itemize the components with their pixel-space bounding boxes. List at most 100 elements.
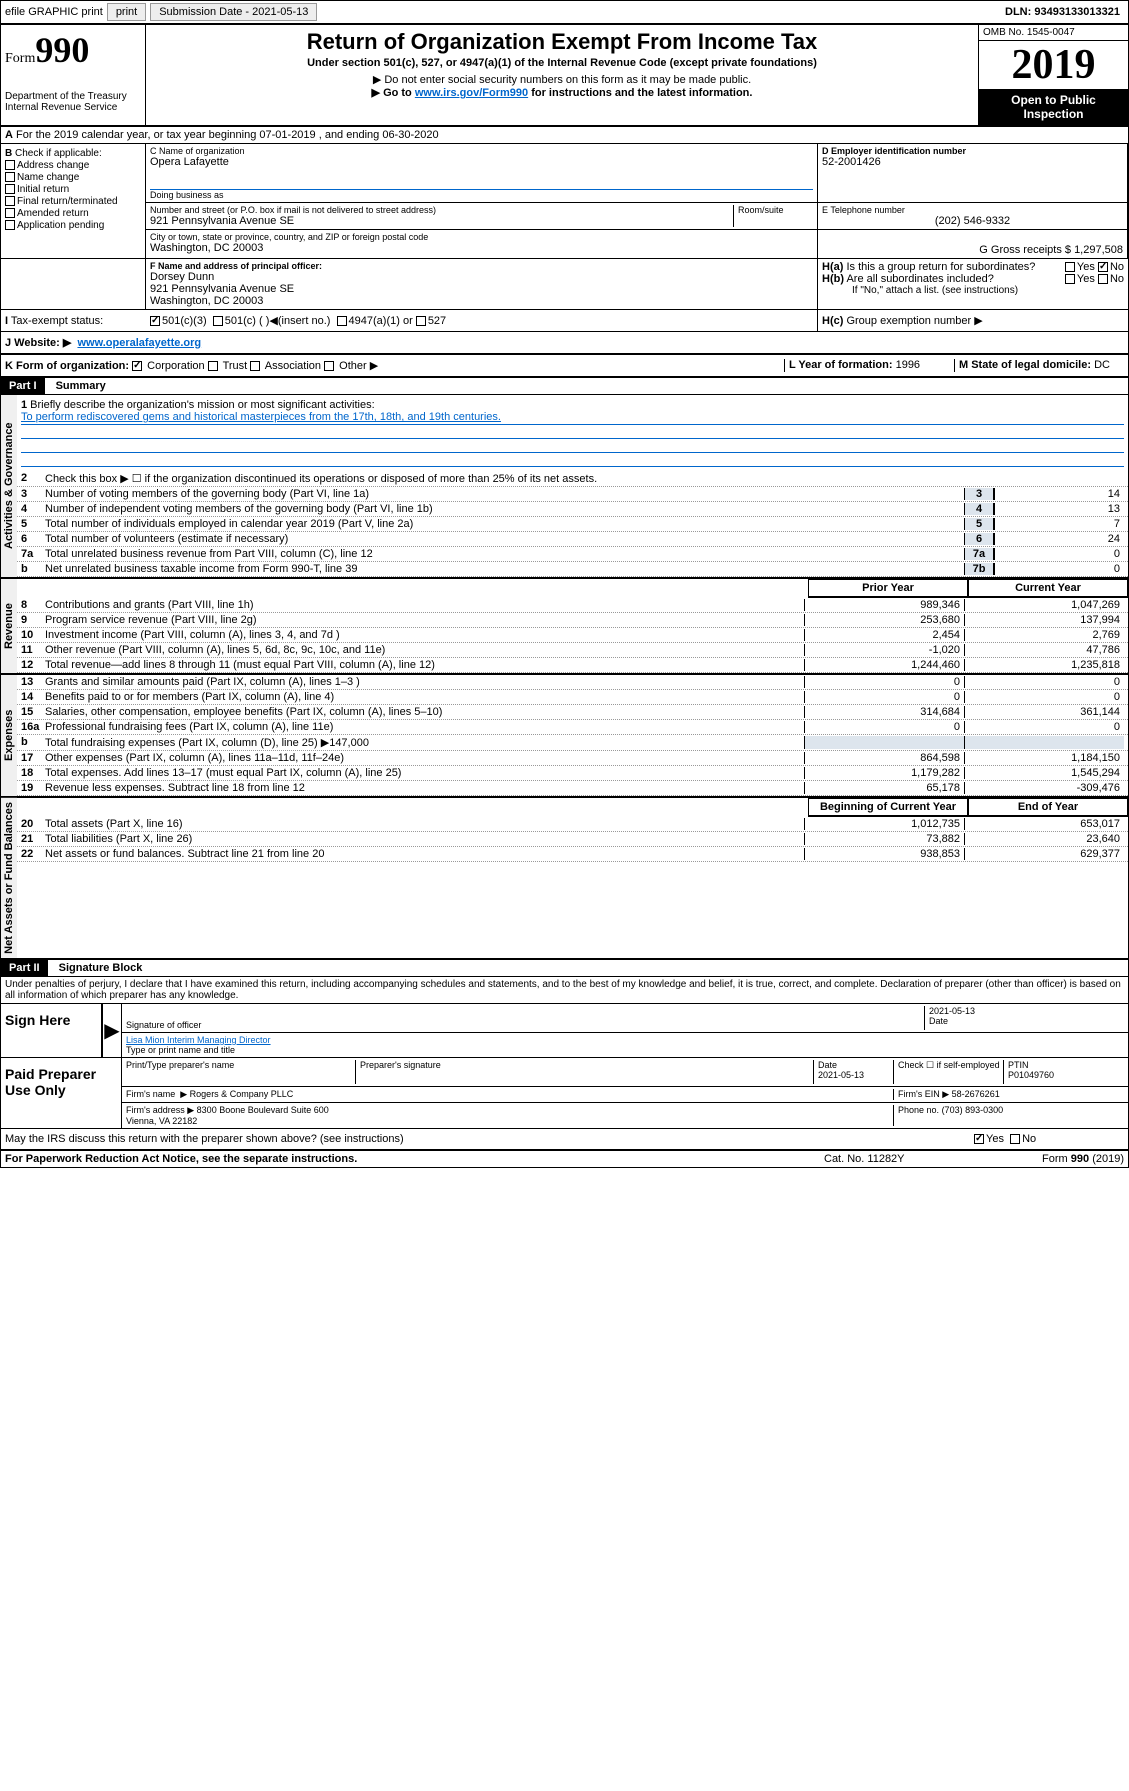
footer-catno: Cat. No. 11282Y [824,1153,974,1165]
warn-goto: ▶ Go to www.irs.gov/Form990 for instruct… [154,86,970,99]
check-amended[interactable]: Amended return [5,208,141,219]
column-header-row: Prior YearCurrent Year [17,579,1128,598]
summary-line: 17Other expenses (Part IX, column (A), l… [17,751,1128,766]
check-501c3[interactable] [150,316,160,326]
summary-line: 10Investment income (Part VIII, column (… [17,628,1128,643]
phone-label: E Telephone number [822,205,1123,215]
ein-label: D Employer identification number [822,146,1123,156]
discuss-yes[interactable] [974,1134,984,1144]
officer-signature-field[interactable]: Signature of officer [126,1006,924,1030]
check-association[interactable] [250,361,260,371]
preparer-name-field[interactable]: Print/Type preparer's name [126,1060,356,1084]
dln-label: DLN: 93493133013321 [1005,6,1120,18]
check-501c[interactable] [213,316,223,326]
ptin: PTINP01049760 [1004,1060,1124,1084]
gross-receipts-value: 1,297,508 [1074,244,1123,256]
check-corporation[interactable] [132,361,142,371]
dept-treasury: Department of the Treasury Internal Reve… [5,91,141,113]
sign-here-section: Sign Here ▶ Signature of officer 2021-05… [1,1004,1128,1058]
summary-line: 11Other revenue (Part VIII, column (A), … [17,643,1128,658]
summary-line: 3Number of voting members of the governi… [17,487,1128,502]
group-label: Net Assets or Fund Balances [1,798,17,958]
form-header: Form990 Department of the Treasury Inter… [1,25,1128,127]
part-2-header: Part II [1,960,48,976]
section-b-checkboxes: B Check if applicable: Address change Na… [1,144,146,258]
submission-date-button[interactable]: Submission Date - 2021-05-13 [150,3,317,21]
firm-address: Firm's address ▶ 8300 Boone Boulevard Su… [126,1105,894,1126]
form-title: Return of Organization Exempt From Incom… [154,29,970,55]
self-employed-check[interactable]: Check ☐ if self-employed [894,1060,1004,1084]
website-row: J Website: ▶ www.operalafayette.org [1,332,1128,355]
section-m: M State of legal domicile: DC [954,359,1124,372]
summary-line: 19Revenue less expenses. Subtract line 1… [17,781,1128,796]
summary-line: bTotal fundraising expenses (Part IX, co… [17,735,1128,751]
address-label: Number and street (or P.O. box if mail i… [150,205,733,215]
h-b-subordinates: H(b) Are all subordinates included? Yes … [822,273,1124,285]
sections-b-through-h: B Check if applicable: Address change Na… [1,144,1128,259]
paid-preparer-section: Paid Preparer Use Only Print/Type prepar… [1,1058,1128,1129]
check-4947[interactable] [337,316,347,326]
check-initial-return[interactable]: Initial return [5,184,141,195]
summary-group: Net Assets or Fund BalancesBeginning of … [1,798,1128,960]
discuss-no[interactable] [1010,1134,1020,1144]
omb-number: OMB No. 1545-0047 [979,25,1128,41]
summary-group: RevenuePrior YearCurrent Year8Contributi… [1,579,1128,675]
summary-group: Activities & Governance1 Briefly describ… [1,395,1128,579]
sign-here-label: Sign Here [1,1004,101,1057]
paid-preparer-label: Paid Preparer Use Only [1,1058,121,1128]
summary-line: 2Check this box ▶ ☐ if the organization … [17,471,1128,487]
part-2-title: Signature Block [51,960,151,976]
summary-group: Expenses13Grants and similar amounts pai… [1,675,1128,798]
check-name-change[interactable]: Name change [5,172,141,183]
part-1-bar: Part I Summary [1,378,1128,395]
check-527[interactable] [416,316,426,326]
officer-label: F Name and address of principal officer: [150,261,322,271]
summary-line: 5Total number of individuals employed in… [17,517,1128,532]
check-final-return[interactable]: Final return/terminated [5,196,141,207]
form-990-container: efile GRAPHIC print print Submission Dat… [0,0,1129,1168]
irs-link[interactable]: www.irs.gov/Form990 [415,87,528,99]
room-label: Room/suite [738,205,813,215]
summary-line: 15Salaries, other compensation, employee… [17,705,1128,720]
website-link[interactable]: www.operalafayette.org [77,337,201,349]
summary-line: 22Net assets or fund balances. Subtract … [17,847,1128,862]
group-content: 13Grants and similar amounts paid (Part … [17,675,1128,796]
discuss-row: May the IRS discuss this return with the… [1,1129,1128,1151]
h-b-note: If "No," attach a list. (see instruction… [822,285,1124,296]
h-c-label: Group exemption number [846,315,971,327]
summary-line: 20Total assets (Part X, line 16)1,012,73… [17,817,1128,832]
summary-line: 9Program service revenue (Part VIII, lin… [17,613,1128,628]
warn-ssn: ▶ Do not enter social security numbers o… [154,73,970,86]
check-other[interactable] [324,361,334,371]
summary-line: bNet unrelated business taxable income f… [17,562,1128,577]
summary-line: 4Number of independent voting members of… [17,502,1128,517]
check-trust[interactable] [208,361,218,371]
tax-status-label: Tax-exempt status: [11,315,103,327]
city-value: Washington, DC 20003 [150,242,813,254]
org-name: Opera Lafayette [150,156,813,168]
gross-receipts-label: G Gross receipts $ [979,244,1071,256]
dba-label: Doing business as [150,190,813,200]
summary-line: 21Total liabilities (Part X, line 26)73,… [17,832,1128,847]
h-a-group-return: H(a) Is this a group return for subordin… [822,261,1124,273]
footer: For Paperwork Reduction Act Notice, see … [1,1151,1128,1167]
group-label: Expenses [1,675,17,796]
group-label: Revenue [1,579,17,673]
perjury-statement: Under penalties of perjury, I declare th… [1,977,1128,1004]
part-1-header: Part I [1,378,45,394]
preparer-signature-field[interactable]: Preparer's signature [356,1060,814,1084]
check-application-pending[interactable]: Application pending [5,220,141,231]
summary-line: 6Total number of volunteers (estimate if… [17,532,1128,547]
summary-line: 14Benefits paid to or for members (Part … [17,690,1128,705]
footer-formno: Form 990 (2019) [974,1153,1124,1165]
check-address-change[interactable]: Address change [5,160,141,171]
form-990-number: 990 [35,30,89,70]
group-content: 1 Briefly describe the organization's mi… [17,395,1128,577]
form-number: Form990 [5,29,141,71]
form-subtitle: Under section 501(c), 527, or 4947(a)(1)… [154,57,970,69]
open-public-badge: Open to Public Inspection [979,89,1128,125]
section-a-tax-year: A For the 2019 calendar year, or tax yea… [1,127,1128,144]
preparer-date: Date2021-05-13 [814,1060,894,1084]
print-button[interactable]: print [107,3,146,21]
top-bar: efile GRAPHIC print print Submission Dat… [1,1,1128,25]
